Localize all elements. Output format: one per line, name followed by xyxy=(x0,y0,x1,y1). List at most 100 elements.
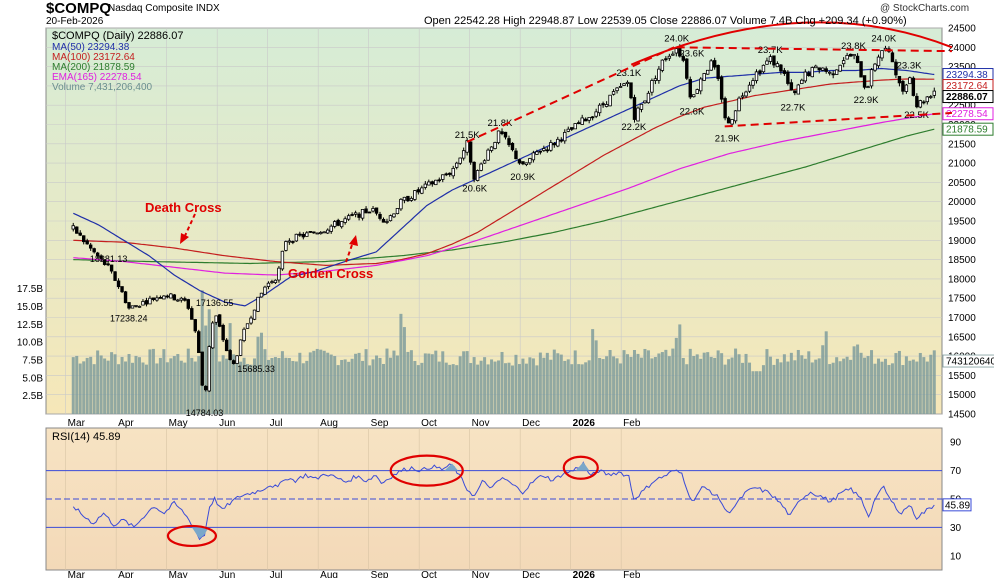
rsi-oversold-circle xyxy=(166,524,218,548)
candle-body xyxy=(350,214,354,216)
candle-body xyxy=(256,296,260,312)
candle-body xyxy=(482,160,487,164)
candle-body xyxy=(911,77,916,96)
candle-body xyxy=(312,231,316,234)
volume-bar xyxy=(75,355,79,414)
volume-tick-label: 5.0B xyxy=(22,373,43,384)
volume-bar xyxy=(486,364,490,414)
candle-body xyxy=(632,97,637,120)
candle-body xyxy=(570,127,574,130)
candle-body xyxy=(552,143,557,146)
volume-bar xyxy=(85,357,89,414)
right-value-box xyxy=(942,90,994,104)
candle-body xyxy=(838,64,842,72)
volume-bar xyxy=(720,353,724,414)
volume-bar xyxy=(124,361,128,414)
volume-bar xyxy=(730,357,734,414)
candle-body xyxy=(82,235,86,243)
golden-cross-arrow-head xyxy=(349,235,358,246)
price-data-label: 23.3K xyxy=(897,60,922,71)
volume-value: 7.4B xyxy=(769,15,793,27)
ma200-line xyxy=(73,128,935,265)
candle-body xyxy=(151,297,156,300)
volume-tick-label: 7.5B xyxy=(22,356,43,367)
volume-last-label: 7431206400 xyxy=(946,357,994,368)
volume-bar xyxy=(706,352,710,414)
candle-body xyxy=(667,55,672,59)
month-tick-label: Feb xyxy=(623,418,641,429)
volume-bar xyxy=(535,365,539,414)
volume-bar xyxy=(110,352,114,414)
volume-bar xyxy=(559,354,563,414)
rsi-tick-label: 30 xyxy=(950,523,962,534)
volume-bar xyxy=(259,332,263,414)
volume-bar xyxy=(71,357,75,414)
volume-bar xyxy=(688,348,692,414)
month-tick-label-rsi: Aug xyxy=(320,570,338,578)
month-tick-label: Aug xyxy=(320,418,338,429)
volume-bar xyxy=(671,348,675,414)
candle-body xyxy=(102,259,107,265)
volume-bar xyxy=(441,351,445,414)
volume-bar xyxy=(322,350,326,414)
golden-cross-arrow-shaft xyxy=(345,241,354,263)
volume-bar xyxy=(172,356,176,414)
volume-bar xyxy=(399,313,403,414)
candle-body xyxy=(388,215,393,222)
candle-body xyxy=(716,65,720,80)
volume-bar xyxy=(605,356,609,414)
month-tick-label: Jul xyxy=(270,418,283,429)
price-tick-label: 21500 xyxy=(948,139,976,150)
candle-body xyxy=(604,104,609,107)
candle-body xyxy=(807,72,811,77)
candle-body xyxy=(381,218,386,223)
volume-bar xyxy=(476,364,480,414)
death-cross-label: Death Cross xyxy=(145,200,222,215)
volume-bar xyxy=(381,363,385,414)
month-tick-label-rsi: Nov xyxy=(472,570,490,578)
candle-body xyxy=(664,58,668,61)
volume-bar xyxy=(667,356,671,414)
volume-bar xyxy=(584,362,588,414)
candle-body xyxy=(221,324,225,341)
volume-bar xyxy=(479,360,483,414)
volume-bar xyxy=(563,360,567,414)
candle-body xyxy=(531,152,536,161)
candle-body xyxy=(800,79,804,85)
volume-bar xyxy=(528,357,532,414)
golden-cross-label: Golden Cross xyxy=(288,266,374,281)
candle-body xyxy=(420,187,424,194)
candle-body xyxy=(524,162,529,165)
volume-tick-label: 12.5B xyxy=(17,320,43,331)
candle-body xyxy=(765,60,769,65)
volume-bar xyxy=(734,348,738,414)
volume-bar xyxy=(695,354,699,414)
volume-bar xyxy=(455,365,459,414)
volume-bar xyxy=(427,353,431,414)
candle-body xyxy=(158,297,163,299)
candle-body xyxy=(824,68,828,72)
volume-bar xyxy=(193,361,197,414)
candle-body xyxy=(834,69,839,75)
rsi-overbought-circle xyxy=(562,455,599,480)
right-value-label: 23294.38 xyxy=(946,70,988,81)
rsi-tick-label: 70 xyxy=(950,466,962,477)
candle-body xyxy=(517,159,522,164)
candle-body xyxy=(231,360,236,364)
volume-bar xyxy=(504,363,508,414)
candle-body xyxy=(685,58,689,79)
close-value: 22886.07 xyxy=(680,15,727,27)
month-tick-label-rsi: Jul xyxy=(270,570,283,578)
volume-bar xyxy=(793,360,797,414)
candle-body xyxy=(85,240,89,245)
volume-bar xyxy=(612,356,616,414)
month-tick-label: Sep xyxy=(371,418,389,429)
volume-bar xyxy=(744,353,748,414)
price-data-label: 24.0K xyxy=(664,33,689,44)
candle-body xyxy=(165,295,170,298)
candle-body xyxy=(270,281,274,284)
volume-bar xyxy=(622,350,626,414)
candle-body xyxy=(583,118,588,122)
month-tick-label: Mar xyxy=(68,418,86,429)
